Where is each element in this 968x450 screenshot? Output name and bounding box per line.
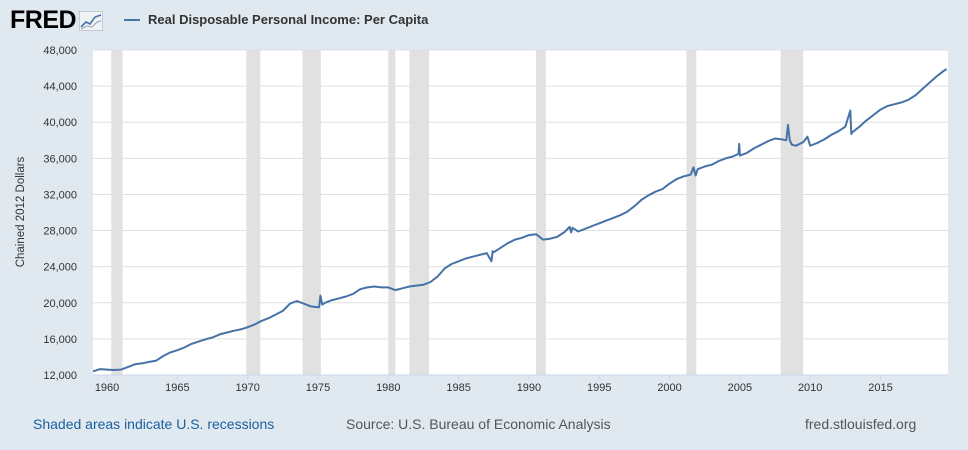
x-axis-ticks: 1960 1965 1970 1975 1980 1985 1990 1995 2000 2005…	[95, 375, 893, 394]
chart-header: FRED Real Disposable Personal Income: Pe…	[0, 0, 968, 40]
y-tick-label: 24,000	[43, 262, 77, 274]
series-line-real-disposable-income[interactable]	[92, 68, 948, 373]
y-axis-ticks: 12,000 16,000 20,000 24,000 28,000 32,000 36,0…	[43, 45, 77, 382]
legend-label: Real Disposable Personal Income: Per Cap…	[148, 12, 429, 27]
legend: Real Disposable Personal Income: Per Cap…	[124, 12, 428, 27]
x-tick-label: 1995	[587, 382, 611, 394]
y-tick-label: 48,000	[43, 45, 77, 57]
x-tick-label: 1985	[446, 382, 470, 394]
y-tick-label: 36,000	[43, 153, 77, 165]
recession-band	[388, 50, 396, 375]
recession-band	[111, 50, 123, 375]
recession-bands	[111, 50, 804, 375]
recession-band	[535, 50, 546, 375]
y-tick-label: 16,000	[43, 334, 77, 346]
recession-band	[409, 50, 430, 375]
y-tick-label: 40,000	[43, 117, 77, 129]
x-tick-label: 1980	[376, 382, 400, 394]
x-tick-label: 2000	[657, 382, 681, 394]
recession-band	[246, 50, 261, 375]
y-tick-label: 32,000	[43, 189, 77, 201]
fred-graph-icon	[79, 10, 104, 31]
x-tick-label: 1970	[235, 382, 259, 394]
x-tick-label: 1965	[165, 382, 189, 394]
line-chart[interactable]: 12,000 16,000 20,000 24,000 28,000 32,000 36,0…	[0, 40, 968, 400]
y-axis-label: Chained 2012 Dollars	[15, 156, 27, 267]
x-tick-label: 2005	[728, 382, 752, 394]
x-tick-label: 2010	[798, 382, 822, 394]
x-tick-label: 1990	[517, 382, 541, 394]
gridlines	[93, 49, 948, 376]
source-text: Source: U.S. Bureau of Economic Analysis	[346, 416, 611, 432]
x-tick-label: 1975	[306, 382, 330, 394]
y-tick-label: 12,000	[43, 370, 77, 382]
chart-area: 12,000 16,000 20,000 24,000 28,000 32,000 36,0…	[0, 40, 968, 400]
y-tick-label: 28,000	[43, 226, 77, 238]
recession-band	[780, 50, 804, 375]
x-tick-label: 1960	[95, 382, 119, 394]
x-tick-label: 2015	[868, 382, 892, 394]
recession-band	[302, 50, 321, 375]
y-tick-label: 20,000	[43, 298, 77, 310]
y-tick-label: 44,000	[43, 81, 77, 93]
plot-background	[93, 50, 948, 375]
legend-swatch	[124, 18, 140, 21]
site-link[interactable]: fred.stlouisfed.org	[805, 416, 917, 432]
logo-text: FRED	[10, 6, 77, 34]
recession-note-link[interactable]: Shaded areas indicate U.S. recessions	[33, 416, 275, 432]
recession-band	[686, 50, 697, 375]
fred-logo[interactable]: FRED	[10, 6, 104, 35]
chart-footer: Shaded areas indicate U.S. recessions So…	[0, 410, 968, 440]
